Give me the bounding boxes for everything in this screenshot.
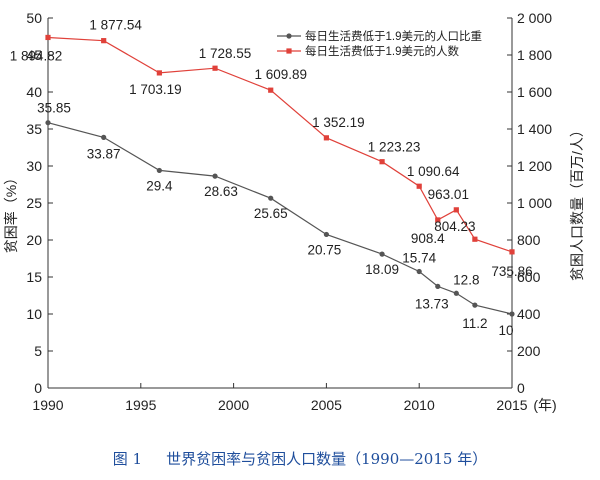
poverty-rate-data-label: 13.73	[415, 296, 449, 311]
x-tick-label: 2010	[404, 397, 435, 413]
x-tick-label: 2000	[218, 397, 249, 413]
y-axis-right-label: 贫困人口数量（百万/人）	[569, 123, 585, 281]
poverty-rate-point	[453, 290, 459, 296]
poverty-rate-data-label: 18.09	[365, 262, 399, 277]
poverty-rate-data-label: 29.4	[146, 178, 173, 193]
y-right-tick-label: 1 200	[517, 158, 552, 174]
poverty-headcount-data-label: 1 703.19	[129, 82, 182, 97]
series-poverty-rate	[45, 120, 515, 317]
poverty-rate-point	[212, 173, 218, 179]
poverty-rate-data-label: 25.65	[254, 206, 288, 221]
poverty-rate-point	[509, 311, 515, 317]
y-left-tick-label: 15	[26, 269, 42, 285]
poverty-rate-data-label: 10	[498, 323, 513, 338]
chart: 0 5 10 15 20 25 30 35 40 45 50 0 200 400 600 800 1 000 1 …	[3, 10, 585, 413]
poverty-headcount-data-label: 1 352.19	[312, 115, 365, 130]
y-left-tick-label: 50	[26, 10, 42, 26]
poverty-headcount-data-label: 908.4	[411, 231, 445, 246]
y-right-tick-label: 800	[517, 232, 541, 248]
y-right-tick-label: 2 000	[517, 10, 552, 26]
poverty-rate-point	[268, 195, 274, 201]
y-axis-left-label: 贫困率（%）	[3, 171, 19, 253]
poverty-rate-point	[416, 268, 422, 275]
poverty-headcount-data-label: 1 090.64	[407, 164, 460, 179]
y-right-tick-label: 400	[517, 306, 541, 322]
poverty-headcount-data-label: 1 609.89	[254, 67, 307, 82]
x-tick-label: 2005	[311, 397, 342, 413]
poverty-headcount-data-label: 1 223.23	[368, 140, 421, 155]
poverty-headcount-point	[212, 65, 218, 71]
figure-title: 世界贫困率与贫困人口数量（1990—2015 年）	[166, 450, 488, 468]
series-poverty-headcount	[45, 34, 515, 255]
poverty-headcount-point	[379, 159, 385, 165]
y-right-tick-label: 600	[517, 269, 541, 285]
poverty-rate-point	[323, 231, 329, 238]
poverty-rate-point	[379, 251, 385, 257]
poverty-headcount-point	[323, 135, 329, 141]
poverty-headcount-data-label: 1 894.82	[10, 48, 63, 63]
x-tick-label: 1995	[125, 397, 156, 413]
poverty-headcount-data-label: 1 728.55	[199, 46, 252, 61]
figure-caption: 图 1 世界贫困率与贫困人口数量（1990—2015 年）	[0, 448, 600, 469]
y-left-tick-label: 25	[26, 195, 42, 211]
poverty-rate-data-label: 33.87	[87, 146, 121, 161]
legend-swatch-marker	[286, 48, 292, 54]
poverty-rate-data-label: 20.75	[308, 242, 342, 257]
poverty-headcount-line	[47, 36, 513, 253]
y-left-tick-label: 40	[26, 84, 42, 100]
poverty-headcount-point	[472, 236, 478, 242]
poverty-headcount-data-label: 735.86	[491, 264, 532, 279]
y-right-tick-label: 1 000	[517, 195, 552, 211]
y-left-tick-label: 0	[34, 380, 42, 396]
legend-label: 每日生活费低于1.9美元的人口比重	[305, 29, 482, 43]
poverty-headcount-point	[453, 207, 459, 213]
x-tick-label: 2015	[496, 397, 527, 413]
y-left-tick-label: 10	[26, 306, 42, 322]
legend-swatch-marker	[286, 33, 292, 39]
poverty-headcount-point	[45, 34, 51, 41]
poverty-rate-data-label: 35.85	[37, 101, 71, 116]
poverty-rate-data-label: 15.74	[402, 251, 436, 266]
y-right-tick-label: 1 400	[517, 121, 552, 137]
y-right-tick-label: 1 800	[517, 47, 552, 63]
x-tick-label: 1990	[32, 397, 63, 413]
y-right-tick-label: 0	[517, 380, 525, 396]
poverty-rate-point	[45, 120, 51, 126]
poverty-rate-data-label: 12.8	[453, 272, 479, 287]
poverty-headcount-point	[435, 217, 441, 223]
poverty-headcount-point	[416, 183, 422, 189]
legend-label: 每日生活费低于1.9美元的人数	[305, 44, 459, 58]
poverty-headcount-point	[101, 38, 107, 44]
y-left-tick-label: 20	[26, 232, 42, 248]
poverty-rate-line	[47, 122, 513, 315]
axes: 0 5 10 15 20 25 30 35 40 45 50 0 200 400 600 800 1 000 1 …	[3, 10, 585, 413]
poverty-headcount-data-label: 963.01	[428, 187, 469, 202]
poverty-rate-point	[101, 134, 107, 140]
figure-number: 图 1	[112, 450, 143, 468]
poverty-rate-point	[435, 283, 441, 289]
poverty-rate-data-label: 28.63	[204, 184, 238, 199]
y-left-tick-label: 45	[26, 47, 42, 63]
x-axis-label: (年)	[533, 397, 556, 413]
y-left-tick-label: 35	[26, 121, 42, 137]
y-left-tick-label: 5	[34, 343, 42, 359]
poverty-headcount-point	[268, 87, 274, 93]
poverty-headcount-point	[509, 249, 515, 255]
poverty-rate-point	[156, 167, 162, 174]
y-right-tick-label: 200	[517, 343, 541, 359]
y-left-tick-label: 30	[26, 158, 42, 174]
poverty-headcount-point	[156, 70, 162, 76]
poverty-rate-point	[472, 302, 478, 308]
poverty-headcount-data-label: 1 877.54	[89, 18, 142, 33]
poverty-headcount-data-label: 804.23	[434, 219, 475, 234]
poverty-rate-data-label: 11.2	[462, 316, 487, 331]
y-right-tick-label: 1 600	[517, 84, 552, 100]
